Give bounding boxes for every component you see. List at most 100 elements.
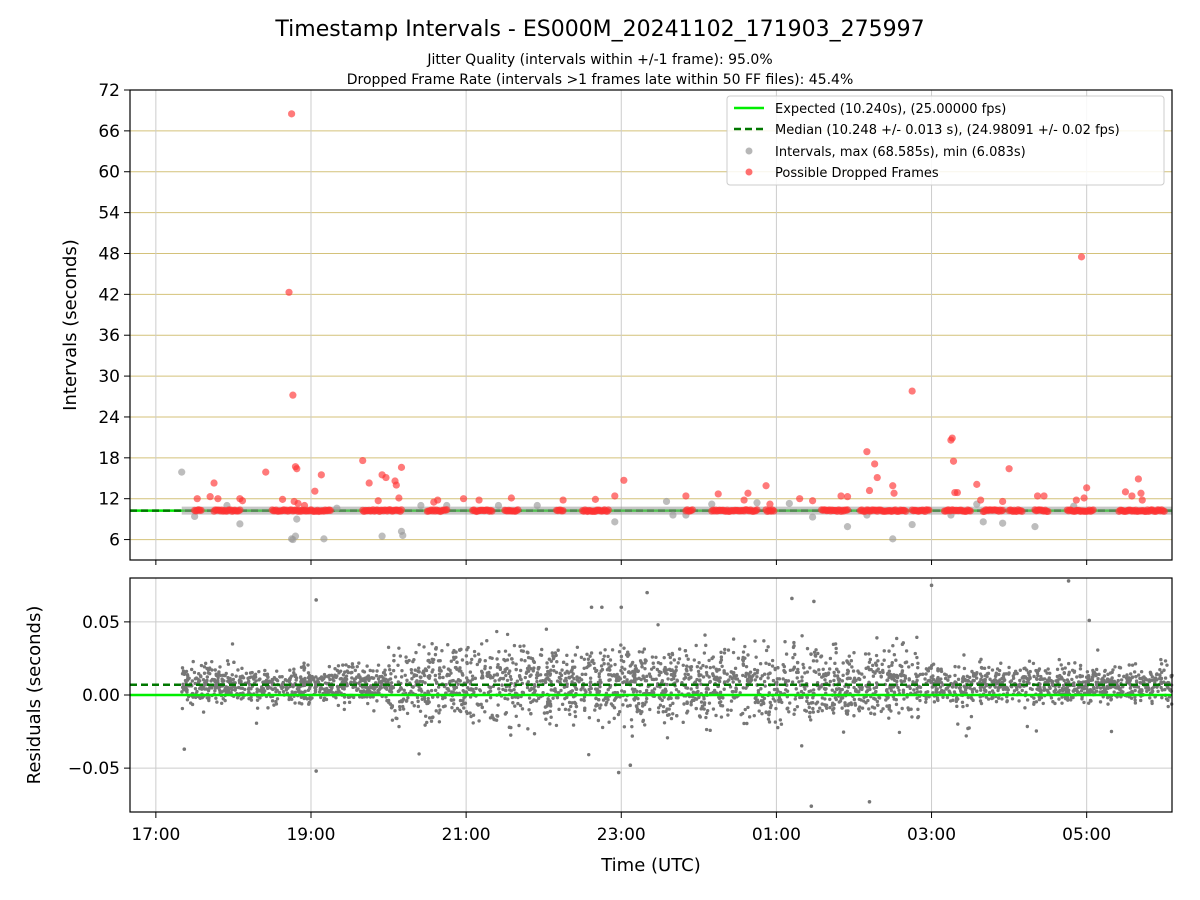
interval-point [399,531,407,540]
residual-point [871,674,876,678]
residual-point [658,685,662,689]
residual-point [561,660,566,665]
residual-point [723,647,727,652]
residual-point [249,698,254,702]
residual-point [704,690,709,695]
residual-point [514,667,518,672]
residual-point [549,688,553,692]
residual-point [534,699,539,703]
residual-point [879,675,883,679]
residual-point [476,703,481,707]
residual-point [386,678,391,682]
residual-point [287,697,291,702]
residual-point [770,658,775,663]
residual-point [641,674,645,678]
residual-point [532,690,537,695]
residual-point [344,663,348,667]
residual-point [471,713,476,717]
residual-point [800,634,804,638]
residual-point [699,682,703,686]
residual-point [275,697,280,701]
residual-point [990,689,995,693]
residual-point [1038,677,1042,682]
residual-point [791,668,795,672]
residual-point [454,680,458,684]
residual-point [560,702,565,707]
residual-point [449,671,453,675]
residual-point [1158,673,1162,678]
residual-point [719,650,723,655]
residual-point [722,680,727,684]
residual-point [234,674,238,678]
residual-point [703,633,707,637]
residual-point [498,690,502,695]
residual-point [732,674,736,678]
residual-point [867,667,872,672]
residual-point [436,685,441,689]
residual-point [565,662,569,667]
residuals-y-tick-label: −0.05 [68,759,120,779]
residual-point [388,668,392,672]
residual-point [907,678,911,682]
residual-point [927,666,932,670]
legend: Expected (10.240s), (25.00000 fps) Media… [726,95,1165,186]
residual-point [887,675,891,679]
residual-point [752,667,757,672]
dropped-frame-point [359,456,367,465]
residual-point [916,714,921,719]
residual-point [762,701,766,706]
residual-point [863,652,868,656]
residual-point [918,672,923,677]
residual-point [677,690,681,694]
residual-point [1090,689,1094,694]
residual-point [479,642,484,646]
residual-point [505,632,510,637]
residual-point [818,706,822,710]
residual-point [244,671,249,676]
residual-point [290,683,295,687]
residual-point [748,670,753,674]
residual-point [253,672,258,677]
residual-point [585,652,589,656]
residual-point [629,718,634,722]
residual-point [582,657,587,661]
residual-point [797,680,801,684]
residual-point [607,720,611,724]
residual-point [714,667,719,671]
residual-point [852,685,856,690]
residual-point [695,677,699,682]
residual-point [707,658,711,663]
residual-point [674,687,679,692]
residual-point [720,664,724,668]
residual-point [471,677,475,681]
residual-point [307,686,312,691]
dropped-frame-point [948,434,956,442]
residual-point [689,668,693,672]
residual-point [520,707,525,711]
residual-point [652,687,657,691]
residual-outlier-point [600,605,604,610]
residual-point [410,700,414,705]
residual-point [914,672,918,676]
residual-point [968,675,972,680]
residual-point [622,646,626,650]
residual-point [819,655,823,659]
residual-point [676,661,680,665]
residual-point [385,699,389,703]
residual-point [689,703,693,707]
residual-point [273,686,277,690]
residual-point [518,677,523,681]
residual-point [508,674,513,679]
residual-point [1086,679,1090,683]
residual-point [1091,668,1095,673]
residual-point [472,690,476,694]
residual-point [824,703,829,707]
residual-point [903,676,908,680]
residual-point [1101,676,1105,680]
residual-point [702,701,707,705]
residual-point [893,674,898,678]
residual-point [193,686,198,691]
residual-point [990,696,994,701]
residual-point [689,687,693,691]
residual-point [372,709,376,713]
